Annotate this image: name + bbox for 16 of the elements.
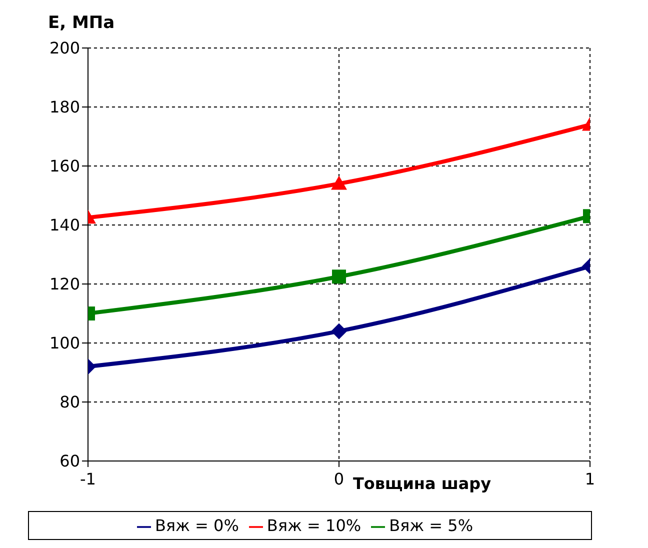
legend-label: Вяж = 0% [154,516,239,535]
y-tick-label: 160 [49,156,80,176]
x-tick-label: 0 [334,469,344,488]
x-tick-label: -1 [80,469,96,488]
y-tick-label: 120 [49,274,80,294]
y-tick-label: 200 [49,38,80,58]
y-tick-label: 140 [49,216,80,235]
y-tick-label: 60 [60,452,80,471]
y-tick-label: 80 [60,392,80,412]
x-axis-title: Товщина шару [353,474,492,493]
legend-label: Вяж = 10% [266,516,362,535]
y-tick-label: 180 [49,98,80,117]
x-tick-label: 1 [584,469,596,488]
legend-label: Вяж = 5% [389,516,474,535]
y-axis-title: E, МПа [48,13,115,33]
y-tick-label: 100 [49,334,80,353]
